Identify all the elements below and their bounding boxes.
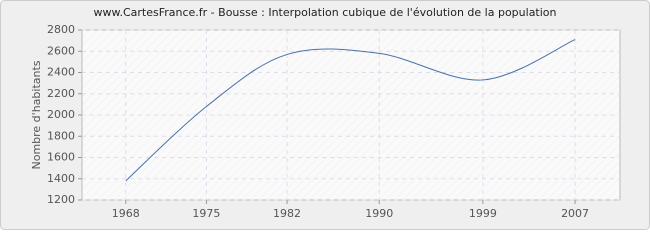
y-tick-label: 2600 [47,44,75,57]
x-tick-label: 1975 [192,207,220,220]
x-tick-label: 1982 [273,207,301,220]
y-tick-label: 1800 [47,129,75,142]
y-tick-label: 2800 [47,23,75,36]
chart: www.CartesFrance.fr - Bousse : Interpola… [0,0,650,230]
y-tick-label: 1400 [47,172,75,185]
x-tick-label: 2007 [561,207,589,220]
chart-title: www.CartesFrance.fr - Bousse : Interpola… [93,6,556,19]
x-tick-label: 1999 [469,207,497,220]
y-tick-label: 2400 [47,66,75,79]
x-tick-label: 1990 [365,207,393,220]
x-tick-label: 1968 [112,207,140,220]
population-line [125,39,576,182]
y-axis-label: Nombre d'habitants [30,60,43,169]
y-tick-label: 2200 [47,87,75,100]
y-tick-label: 2000 [47,108,75,121]
y-tick-label: 1200 [47,193,75,206]
y-tick-label: 1600 [47,151,75,164]
